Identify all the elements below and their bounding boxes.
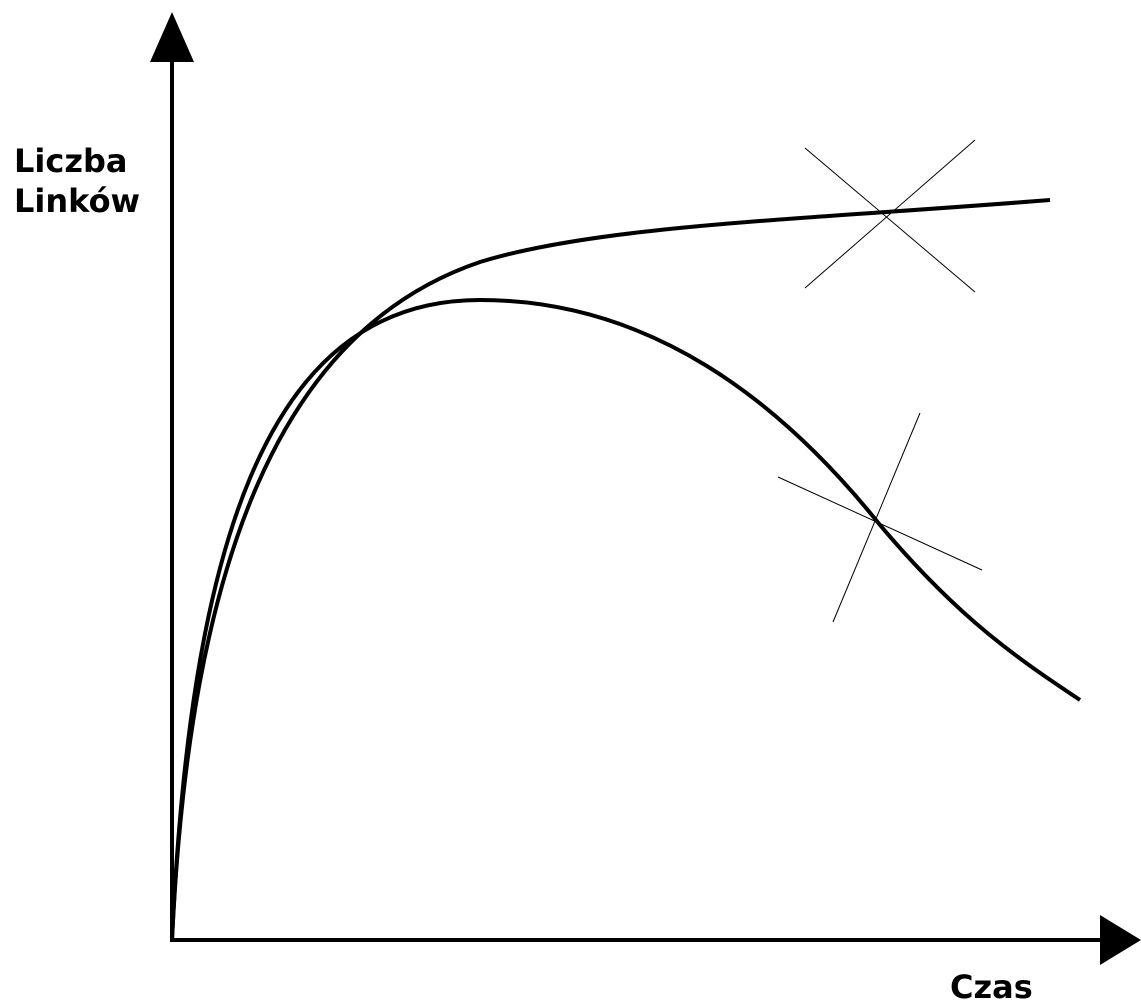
- y-axis-label: Liczba: [14, 142, 127, 180]
- cross-line: [832, 412, 921, 623]
- y-axis-arrow: [150, 12, 194, 62]
- cross-line: [804, 147, 976, 293]
- x-axis-label: Czas: [950, 968, 1033, 1005]
- upper-curve: [170, 198, 1051, 941]
- y-axis-label: Linków: [14, 182, 140, 220]
- cross-line: [804, 139, 976, 289]
- cross-line: [777, 476, 983, 571]
- lower-curve: [170, 297, 1082, 941]
- x-axis-arrow: [1100, 915, 1141, 965]
